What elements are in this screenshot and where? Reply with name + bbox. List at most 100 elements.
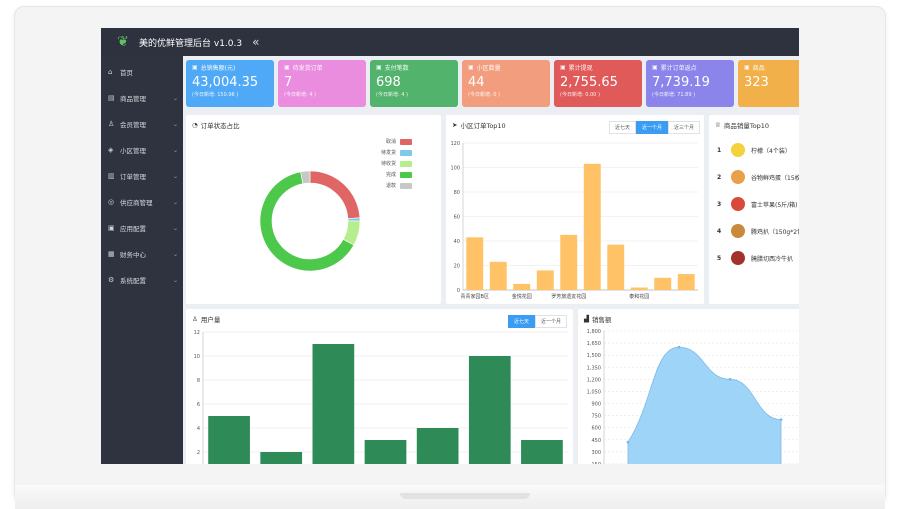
product-rank-number: 2 (717, 173, 722, 181)
bar[interactable] (583, 163, 601, 290)
bar[interactable] (654, 277, 672, 290)
sidebar-item[interactable]: ▥ 订单管理 ⌄ (101, 163, 183, 189)
legend-swatch (400, 160, 413, 167)
bar[interactable] (489, 261, 507, 290)
bar[interactable] (607, 244, 625, 290)
range-tab[interactable]: 近一个月 (535, 315, 568, 328)
y-tick-label: 1,800 (587, 329, 601, 335)
money-icon: ▣ (192, 64, 198, 71)
sidebar-item[interactable]: ⚙ 系统配置 ⌄ (101, 267, 183, 293)
bar[interactable] (208, 416, 250, 464)
legend-label: 退款 (386, 183, 397, 189)
stat-card-value: 43,004.35 (192, 75, 259, 90)
y-tick-label: 2 (197, 450, 200, 456)
y-tick-label: 150 (591, 462, 601, 464)
product-top-title: ♕ 商品销量Top10 (715, 120, 769, 130)
stat-card-subtext: (今日新增: 0.00 ) (560, 92, 600, 98)
payment-icon: ▣ (376, 64, 382, 71)
stat-card-label: 总销售额(元) (200, 65, 236, 72)
sidebar-item-label: 财务中心 (120, 251, 146, 259)
users-bar-chart: 02468101211-2011-2111-2211-2311-2411-251… (194, 330, 568, 464)
legend-item[interactable]: 完成 (381, 171, 413, 178)
bar[interactable] (677, 274, 695, 290)
pending-order-icon: ▣ (284, 64, 290, 71)
sales-point[interactable] (728, 377, 732, 381)
sidebar-item-label: 应用配置 (120, 225, 146, 233)
legend-label: 待发货 (381, 150, 397, 156)
sidebar-item[interactable]: ⌂ 首页 (101, 59, 183, 85)
order-status-legend: 取消待发货待收货完成退款 (381, 138, 413, 193)
legend-label: 完成 (386, 172, 397, 178)
sales-area[interactable] (627, 346, 782, 464)
bar[interactable] (466, 237, 484, 290)
legend-item[interactable]: 待收货 (381, 160, 413, 167)
donut-slice[interactable] (347, 217, 361, 222)
legend-item[interactable]: 取消 (381, 138, 413, 145)
bar-chart-icon: ▟ (584, 315, 589, 323)
product-rank-row: 4 腾鸡扒（150g*2包） (717, 224, 799, 238)
sidebar-item[interactable]: ▣ 应用配置 ⌄ (101, 215, 183, 241)
sidebar-item-label: 首页 (120, 69, 133, 77)
donut-slice[interactable] (259, 171, 355, 272)
y-tick-label: 0 (457, 288, 460, 294)
range-tab[interactable]: 近七天 (508, 315, 536, 328)
product-top-panel: ♕商品销量Top10 1 柠檬（4个装） 2 谷物鲜鸡蛋（15枚） 3 富士苹果(5斤/箱… (709, 115, 799, 304)
sidebar-item[interactable]: ▤ 商品管理 ⌄ (101, 85, 183, 111)
legend-item[interactable]: 退款 (381, 182, 413, 189)
order-status-donut-chart (259, 170, 361, 272)
send-icon: ➤ (452, 121, 458, 129)
order-icon: ▥ (108, 172, 115, 180)
sales-point[interactable] (677, 345, 681, 349)
bar[interactable] (364, 440, 407, 464)
top-bar: ❦ 美的优鲜管理后台 v1.0.3 « (101, 28, 799, 56)
sales-point[interactable] (779, 418, 783, 422)
product-name: 柠檬（4个装） (751, 147, 791, 155)
product-thumbnail (731, 197, 745, 211)
y-tick-label: 1,650 (587, 341, 601, 347)
stat-card-label: 累计提现 (568, 65, 593, 72)
bar[interactable] (416, 428, 459, 464)
range-tab[interactable]: 近七天 (609, 121, 637, 134)
range-tab[interactable]: 近三个月 (668, 121, 701, 134)
legend-item[interactable]: 待发货 (381, 149, 413, 156)
collapse-sidebar-icon[interactable]: « (252, 35, 260, 49)
sidebar-item[interactable]: ◎ 供应商管理 ⌄ (101, 189, 183, 215)
stat-card-subtext: (今日新增: 71.89 ) (652, 92, 696, 98)
bar[interactable] (560, 234, 578, 290)
bar[interactable] (521, 440, 563, 464)
stat-card-label: 小区数量 (476, 65, 501, 72)
bar[interactable] (513, 283, 531, 290)
stat-card-value: 2,755.65 (560, 75, 618, 90)
donut-slice[interactable] (300, 170, 311, 185)
sidebar-item[interactable]: ♙ 会员管理 ⌄ (101, 111, 183, 137)
sidebar-item[interactable]: ▦ 财务中心 ⌄ (101, 241, 183, 267)
bar[interactable] (468, 356, 511, 464)
stat-card-label: 商品 (752, 65, 765, 72)
x-tick-label: 泰和花园 (629, 293, 649, 300)
bar[interactable] (312, 344, 355, 464)
stat-card-header: ▣ 商品 (744, 63, 799, 72)
stat-card-subtext: (今日新增: 150.96 ) (192, 92, 239, 98)
sidebar-item-label: 小区管理 (120, 147, 146, 155)
sidebar-item-label: 会员管理 (120, 121, 146, 129)
bar[interactable] (260, 452, 303, 464)
bar[interactable] (630, 287, 648, 290)
product-thumbnail (730, 224, 745, 238)
donut-slice[interactable] (309, 170, 361, 219)
app-config-icon: ▣ (108, 224, 115, 232)
supplier-icon: ◎ (108, 198, 115, 206)
bar[interactable] (536, 270, 554, 290)
community-icon: ◈ (108, 146, 114, 154)
settings-icon: ⚙ (108, 276, 115, 284)
range-tab[interactable]: 近一个月 (636, 121, 669, 134)
sidebar-item-label: 系统配置 (120, 277, 146, 285)
sales-title-text: 销售额 (592, 316, 612, 324)
stat-card: ▣ 待发货订单 7 (今日新增: 4 ) (278, 60, 366, 107)
sales-point[interactable] (626, 440, 630, 444)
stat-card-subtext: (今日新增: 4 ) (284, 92, 316, 98)
stat-card-subtext: (今日新增: 0 ) (468, 92, 500, 98)
stat-card-header: ▣ 累计订单返点 (652, 63, 728, 72)
sidebar-item[interactable]: ◈ 小区管理 ⌄ (101, 137, 183, 163)
stat-card-header: ▣ 小区数量 (468, 63, 544, 72)
community-top-title: ➤ 小区订单Top10 (452, 120, 506, 130)
